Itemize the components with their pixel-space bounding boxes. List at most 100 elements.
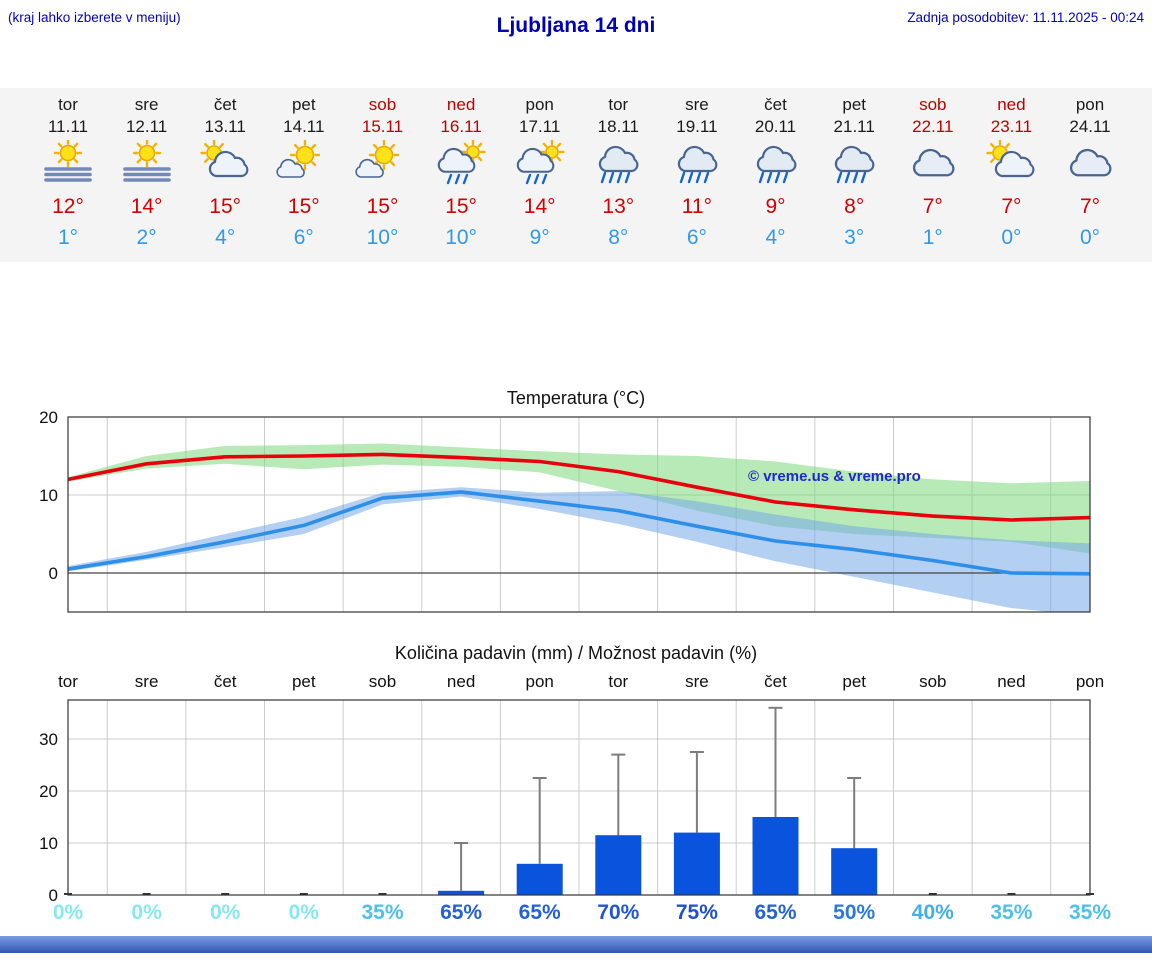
low-temp: 1° bbox=[922, 226, 943, 249]
cloud-icon bbox=[1049, 140, 1131, 192]
precip-probability: 65% bbox=[754, 901, 797, 924]
high-temp: 15° bbox=[287, 195, 320, 218]
precip-ytick: 20 bbox=[39, 782, 58, 801]
precip-probability: 35% bbox=[1068, 901, 1112, 924]
forecast-strip: tor 11.11 12° 1° sre 12.11 14° 2° čet 13.11 15° 4° p… bbox=[0, 88, 1152, 262]
high-temp: 15° bbox=[445, 195, 477, 218]
precip-ytick: 30 bbox=[39, 730, 58, 749]
forecast-day-18.11[interactable]: tor 18.11 13° 8° bbox=[577, 88, 659, 262]
forecast-day-24.11[interactable]: pon 24.11 7° 0° bbox=[1049, 88, 1131, 262]
day-date: 21.11 bbox=[833, 117, 875, 136]
high-temp: 15° bbox=[366, 195, 399, 218]
day-date: 23.11 bbox=[990, 117, 1033, 136]
sun-rain-icon bbox=[420, 139, 502, 192]
min-temp-line bbox=[68, 490, 1090, 576]
forecast-day-12.11[interactable]: sre 12.11 14° 2° bbox=[106, 88, 188, 262]
max-temp-line bbox=[68, 452, 1090, 522]
precip-zero-mark bbox=[299, 893, 308, 895]
low-temp: 4° bbox=[765, 226, 786, 249]
forecast-day-16.11[interactable]: ned 16.11 15° 10° bbox=[420, 88, 502, 262]
low-temp: 4° bbox=[215, 226, 236, 249]
rain-icon bbox=[577, 140, 659, 192]
precip-probabilities: 0% 0% 0% 0% 35% 65% 65% 70% 75% 65% 50% 40% 35% 35% bbox=[0, 901, 1152, 929]
day-date: 19.11 bbox=[676, 117, 718, 136]
sun-rain-icon bbox=[499, 139, 581, 192]
precip-day-label: sob bbox=[368, 672, 397, 691]
precip-day-label: tor bbox=[608, 672, 629, 691]
low-temp: 9° bbox=[529, 226, 550, 249]
forecast-day-13.11[interactable]: čet 13.11 15° 4° bbox=[184, 88, 266, 262]
day-name: tor bbox=[608, 95, 629, 114]
forecast-day-19.11[interactable]: sre 19.11 11° 6° bbox=[656, 88, 738, 262]
day-name: sob bbox=[919, 95, 947, 114]
precip-day-label: čet bbox=[213, 672, 237, 691]
precipitation-chart: 0 10 20 30 bbox=[39, 699, 1094, 901]
precip-ytick: 10 bbox=[39, 834, 58, 853]
day-name: pon bbox=[1075, 95, 1105, 114]
day-name: čet bbox=[764, 95, 787, 114]
forecast-day-15.11[interactable]: sob 15.11 15° 10° bbox=[342, 88, 424, 262]
footer-bar bbox=[0, 936, 1152, 953]
high-temp: 14° bbox=[130, 195, 163, 218]
precip-probability: 0% bbox=[210, 901, 241, 924]
forecast-day-17.11[interactable]: pon 17.11 14° 9° bbox=[499, 88, 581, 262]
temperature-chart: 0 10 20 © vreme.us & vreme.pro bbox=[39, 408, 1091, 613]
high-temp: 7° bbox=[922, 195, 943, 218]
day-date: 20.11 bbox=[754, 117, 797, 136]
day-date: 12.11 bbox=[125, 117, 168, 136]
high-temp: 14° bbox=[523, 195, 556, 218]
watermark: © vreme.us & vreme.pro bbox=[748, 468, 921, 485]
precip-probability: 40% bbox=[911, 901, 954, 924]
day-name: pet bbox=[842, 95, 866, 114]
high-temp: 7° bbox=[1079, 195, 1101, 218]
precip-day-label: ned bbox=[997, 672, 1026, 691]
low-temp: 10° bbox=[445, 226, 477, 249]
precip-day-label: pon bbox=[1075, 672, 1105, 691]
precip-probability: 0% bbox=[52, 901, 84, 924]
precipitation-chart-title: Količina padavin (mm) / Možnost padavin … bbox=[394, 643, 758, 663]
precip-probability: 70% bbox=[597, 901, 640, 924]
precip-probability: 65% bbox=[440, 901, 483, 924]
cloud-icon bbox=[892, 140, 974, 192]
forecast-day-23.11[interactable]: ned 23.11 7° 0° bbox=[970, 88, 1052, 262]
forecast-day-14.11[interactable]: pet 14.11 15° 6° bbox=[263, 88, 345, 262]
precip-zero-mark bbox=[928, 893, 937, 895]
high-temp: 11° bbox=[681, 195, 712, 218]
precip-probability: 50% bbox=[833, 901, 876, 924]
low-temp: 3° bbox=[844, 226, 865, 249]
forecast-day-11.11[interactable]: tor 11.11 12° 1° bbox=[27, 88, 109, 262]
high-temp: 15° bbox=[209, 195, 242, 218]
low-temp: 10° bbox=[366, 226, 399, 249]
day-date: 17.11 bbox=[519, 117, 561, 136]
day-name: ned bbox=[446, 95, 476, 114]
forecast-day-21.11[interactable]: pet 21.11 8° 3° bbox=[813, 88, 895, 262]
high-temp: 9° bbox=[765, 195, 786, 218]
precip-zero-mark bbox=[1007, 893, 1016, 895]
day-name: sre bbox=[685, 95, 709, 114]
fog-sun-icon bbox=[27, 138, 109, 192]
precip-ytick: 0 bbox=[49, 886, 58, 901]
low-temp: 6° bbox=[686, 226, 707, 249]
precip-day-label: sre bbox=[134, 672, 159, 691]
precip-probability: 0% bbox=[131, 901, 162, 924]
precip-probability: 65% bbox=[518, 901, 561, 924]
forecast-day-20.11[interactable]: čet 20.11 9° 4° bbox=[735, 88, 817, 262]
high-temp: 8° bbox=[844, 195, 865, 218]
precip-bar bbox=[438, 890, 485, 895]
precip-day-label: tor bbox=[58, 672, 78, 691]
precip-probability: 35% bbox=[990, 901, 1033, 924]
precip-day-label: čet bbox=[764, 672, 787, 691]
precip-bar bbox=[595, 835, 642, 895]
rain-icon bbox=[656, 140, 738, 192]
day-date: 18.11 bbox=[597, 117, 639, 136]
low-temp: 0° bbox=[1079, 226, 1101, 249]
cloud-sun-icon bbox=[184, 139, 266, 192]
day-date: 16.11 bbox=[440, 117, 482, 136]
low-temp: 6° bbox=[293, 226, 314, 249]
precip-day-labels: tor sre čet pet sob ned pon tor sre čet pet sob ned p… bbox=[0, 672, 1152, 696]
temp-ytick: 20 bbox=[39, 408, 58, 427]
menu-hint: (kraj lahko izberete v meniju) bbox=[8, 10, 181, 25]
precip-zero-mark bbox=[221, 893, 230, 895]
forecast-day-22.11[interactable]: sob 22.11 7° 1° bbox=[892, 88, 974, 262]
